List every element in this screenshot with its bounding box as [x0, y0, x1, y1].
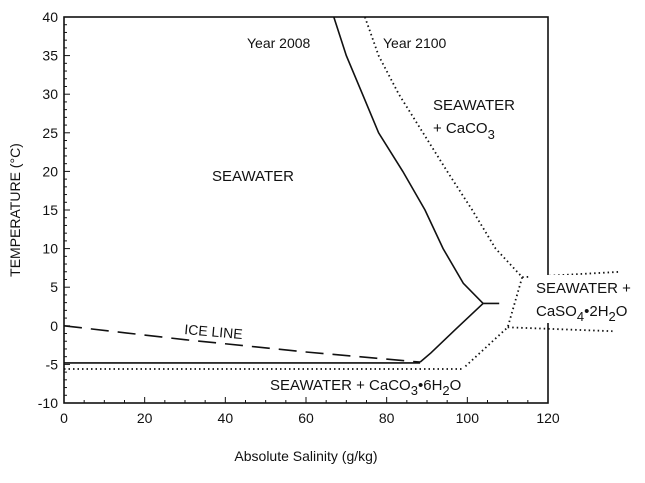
- series-year-2008-lower: [419, 302, 484, 363]
- y-tick-label: 30: [42, 86, 58, 102]
- svg-text:CaSO4•2H2O: CaSO4•2H2O: [536, 303, 627, 324]
- label-seawater-ikaite: SEAWATER + CaCO3•6H2O: [270, 377, 461, 398]
- y-tick-label: 5: [50, 279, 58, 295]
- y-tick-label: 0: [50, 318, 58, 334]
- y-tick-label: 20: [42, 163, 58, 179]
- series-ice-line: [63, 325, 421, 363]
- svg-text:+ CaCO3: + CaCO3: [433, 120, 495, 142]
- x-tick-label: 40: [218, 410, 234, 426]
- series-gypsum-upper: [522, 270, 621, 279]
- x-tick-label: 20: [137, 410, 153, 426]
- label-year-2008: Year 2008: [247, 35, 311, 51]
- y-axis-label: TEMPERATURE (°C): [7, 143, 23, 277]
- y-tick-label: 10: [42, 241, 58, 257]
- x-tick-label: 120: [536, 410, 560, 426]
- x-tick-label: 80: [379, 410, 395, 426]
- x-axis-label: Absolute Salinity (g/kg): [234, 448, 377, 464]
- x-tick-label: 60: [298, 410, 314, 426]
- svg-text:SEAWATER: SEAWATER: [433, 97, 515, 114]
- y-tick-label: 35: [42, 48, 58, 64]
- y-tick-label: 40: [42, 9, 58, 25]
- series-gypsum-lower: [507, 326, 613, 333]
- series-year-2008: [333, 16, 484, 304]
- label-ice-line: ICE LINE: [184, 321, 244, 342]
- x-tick-label: 0: [60, 410, 68, 426]
- y-tick-label: 15: [42, 202, 58, 218]
- series-year-2100: [364, 16, 524, 369]
- y-tick-label: -10: [38, 395, 58, 411]
- label-seawater-caco3: SEAWATER + CaCO3: [433, 97, 515, 142]
- label-seawater-gypsum: SEAWATER + CaSO4•2H2O: [536, 280, 631, 324]
- svg-text:SEAWATER +: SEAWATER +: [536, 280, 631, 297]
- plot-frame: [63, 16, 549, 404]
- label-year-2100: Year 2100: [383, 35, 447, 51]
- label-seawater: SEAWATER: [212, 168, 294, 185]
- y-tick-label: 25: [42, 125, 58, 141]
- x-tick-label: 100: [456, 410, 480, 426]
- y-tick-label: -5: [46, 356, 59, 372]
